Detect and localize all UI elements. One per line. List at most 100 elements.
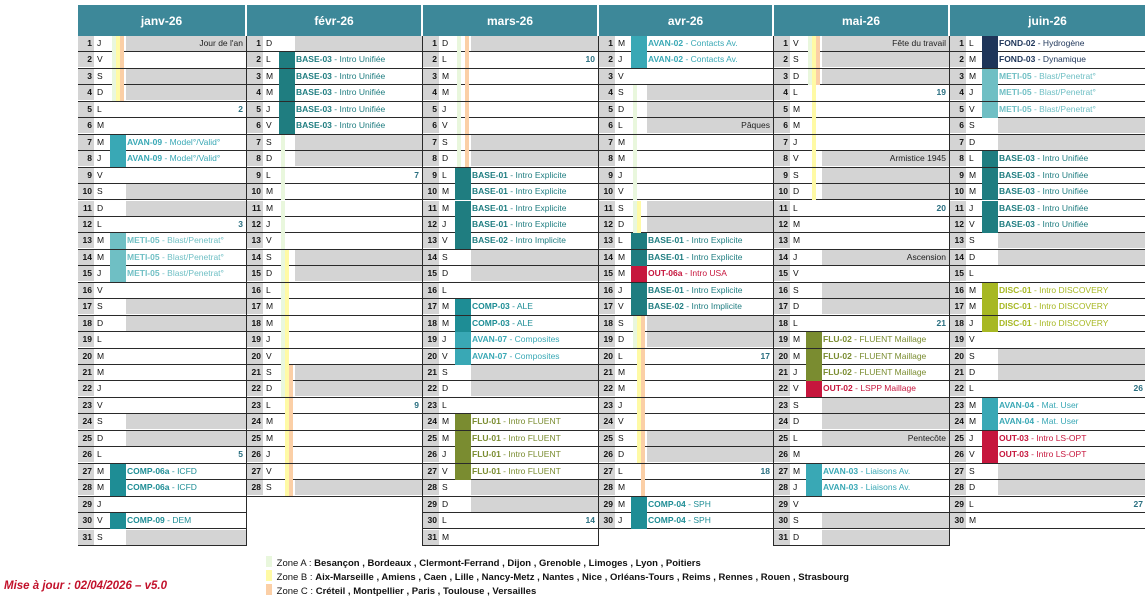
course-label[interactable]: AVAN-09 - Model°/Valid° — [127, 135, 243, 150]
day-row[interactable]: 18 S — [599, 315, 773, 333]
day-row[interactable]: 15 D — [423, 266, 598, 283]
course-label[interactable]: BASE-02 - Intro Implicite — [648, 299, 770, 314]
course-label[interactable]: BASE-01 - Intro Explicite — [648, 250, 770, 265]
day-row[interactable]: 13 M METI-05 - Blast/Penetrat° — [78, 233, 246, 250]
day-row[interactable]: 15 L — [950, 266, 1145, 283]
day-row[interactable]: 27 V FLU-01 - Intro FLUENT — [423, 463, 598, 481]
day-row[interactable]: 2 L BASE-03 - Intro Unifiée — [247, 52, 422, 69]
day-row[interactable]: 13 S — [950, 233, 1145, 250]
day-row[interactable]: 10 M — [247, 184, 422, 201]
day-row[interactable]: 23 J — [599, 397, 773, 415]
day-row[interactable]: 16 S — [774, 282, 949, 300]
day-row[interactable]: 22 M — [599, 381, 773, 398]
course-label[interactable]: AVAN-07 - Composites — [472, 349, 595, 364]
day-row[interactable]: 31 S — [78, 529, 246, 546]
course-label[interactable]: FLU-02 - FLUENT Maillage — [823, 349, 946, 364]
day-row[interactable]: 24 D — [774, 414, 949, 431]
day-row[interactable]: 24 M FLU-01 - Intro FLUENT — [423, 414, 598, 431]
day-row[interactable]: 24 S — [78, 414, 246, 431]
day-row[interactable]: 11 M BASE-01 - Intro Explicite — [423, 200, 598, 217]
day-row[interactable]: 27 M COMP-06a - ICFD — [78, 463, 246, 481]
course-label[interactable]: BASE-01 - Intro Explicite — [648, 233, 770, 248]
day-row[interactable]: 8 J AVAN-09 - Model°/Valid° — [78, 151, 246, 168]
day-row[interactable]: 24 M AVAN-04 - Mat. User — [950, 414, 1145, 431]
day-row[interactable]: 19 V — [950, 332, 1145, 349]
day-row[interactable]: 22 V OUT-02 - LSPP Maillage — [774, 381, 949, 398]
day-row[interactable]: 29 M COMP-04 - SPH — [599, 496, 773, 514]
day-row[interactable]: 15 J METI-05 - Blast/Penetrat° — [78, 266, 246, 283]
day-row[interactable]: 20 M — [78, 348, 246, 365]
course-label[interactable]: DISC-01 - Intro DISCOVERY — [999, 283, 1143, 298]
day-row[interactable]: 15 D — [247, 266, 422, 283]
day-row[interactable]: 31 D — [774, 529, 949, 546]
day-row[interactable]: 12 J BASE-01 - Intro Explicite — [423, 216, 598, 234]
course-label[interactable]: METI-05 - Blast/Penetrat° — [999, 69, 1143, 84]
day-row[interactable]: 17 M COMP-03 - ALE — [423, 299, 598, 316]
day-row[interactable]: 13 V BASE-02 - Intro Implicite — [423, 233, 598, 250]
day-row[interactable]: 13 V — [247, 233, 422, 250]
day-row[interactable]: 10 V — [599, 184, 773, 201]
day-row[interactable]: 23 S — [774, 397, 949, 415]
day-row[interactable]: 8 V Armistice 1945 — [774, 151, 949, 168]
day-row[interactable]: 13 L BASE-01 - Intro Explicite — [599, 233, 773, 250]
day-row[interactable]: 21 M — [599, 365, 773, 382]
day-row[interactable]: 19 D — [599, 332, 773, 349]
day-row[interactable]: 20 V — [247, 348, 422, 365]
day-row[interactable]: 16 V — [78, 282, 246, 300]
course-label[interactable]: BASE-03 - Intro Unifiée — [296, 85, 419, 100]
course-label[interactable]: COMP-04 - SPH — [648, 513, 770, 528]
day-row[interactable]: 30 J COMP-04 - SPH — [599, 513, 773, 530]
day-row[interactable]: 26 J — [247, 447, 422, 464]
day-row[interactable]: 30 M — [950, 513, 1145, 530]
course-label[interactable]: COMP-09 - DEM — [127, 513, 243, 528]
day-row[interactable]: 20 L 17 — [599, 348, 773, 365]
course-label[interactable]: FLU-01 - Intro FLUENT — [472, 414, 595, 429]
day-row[interactable]: 1 L FOND-02 - Hydrogène — [950, 36, 1145, 53]
course-label[interactable]: AVAN-04 - Mat. User — [999, 414, 1143, 429]
day-row[interactable]: 20 V AVAN-07 - Composites — [423, 348, 598, 365]
day-row[interactable]: 1 V Fête du travail — [774, 36, 949, 53]
day-row[interactable]: 10 M BASE-03 - Intro Unifiée — [950, 184, 1145, 201]
day-row[interactable]: 26 V OUT-03 - Intro LS-OPT — [950, 447, 1145, 464]
day-row[interactable]: 12 J — [247, 216, 422, 234]
day-row[interactable]: 10 D — [774, 184, 949, 201]
day-row[interactable]: 12 L 3 — [78, 216, 246, 234]
day-row[interactable]: 18 M COMP-03 - ALE — [423, 315, 598, 333]
course-label[interactable]: AVAN-02 - Contacts Av. — [648, 52, 770, 67]
course-label[interactable]: FLU-02 - FLUENT Maillage — [823, 365, 946, 380]
course-label[interactable]: BASE-01 - Intro Explicite — [648, 283, 770, 298]
course-label[interactable]: AVAN-07 - Composites — [472, 332, 595, 347]
day-row[interactable]: 18 L 21 — [774, 315, 949, 333]
day-row[interactable]: 17 M — [247, 299, 422, 316]
course-label[interactable]: FOND-03 - Dynamique — [999, 52, 1143, 67]
day-row[interactable]: 17 D — [774, 299, 949, 316]
day-row[interactable]: 28 D — [950, 480, 1145, 497]
day-row[interactable]: 14 D — [950, 249, 1145, 267]
course-label[interactable]: BASE-01 - Intro Explicite — [472, 184, 595, 199]
course-label[interactable]: BASE-01 - Intro Explicite — [472, 201, 595, 216]
day-row[interactable]: 19 J AVAN-07 - Composites — [423, 332, 598, 349]
day-row[interactable]: 21 J FLU-02 - FLUENT Maillage — [774, 365, 949, 382]
course-label[interactable]: BASE-03 - Intro Unifiée — [999, 201, 1143, 216]
day-row[interactable]: 4 M BASE-03 - Intro Unifiée — [247, 85, 422, 102]
course-label[interactable]: METI-05 - Blast/Penetrat° — [127, 266, 243, 281]
day-row[interactable]: 14 S — [423, 249, 598, 267]
day-row[interactable]: 10 S — [78, 184, 246, 201]
day-row[interactable]: 27 M AVAN-03 - Liaisons Av. — [774, 463, 949, 481]
day-row[interactable]: 25 L Pentecôte — [774, 430, 949, 448]
day-row[interactable]: 21 D — [950, 365, 1145, 382]
day-row[interactable]: 6 V BASE-03 - Intro Unifiée — [247, 118, 422, 135]
day-row[interactable]: 21 S — [247, 365, 422, 382]
